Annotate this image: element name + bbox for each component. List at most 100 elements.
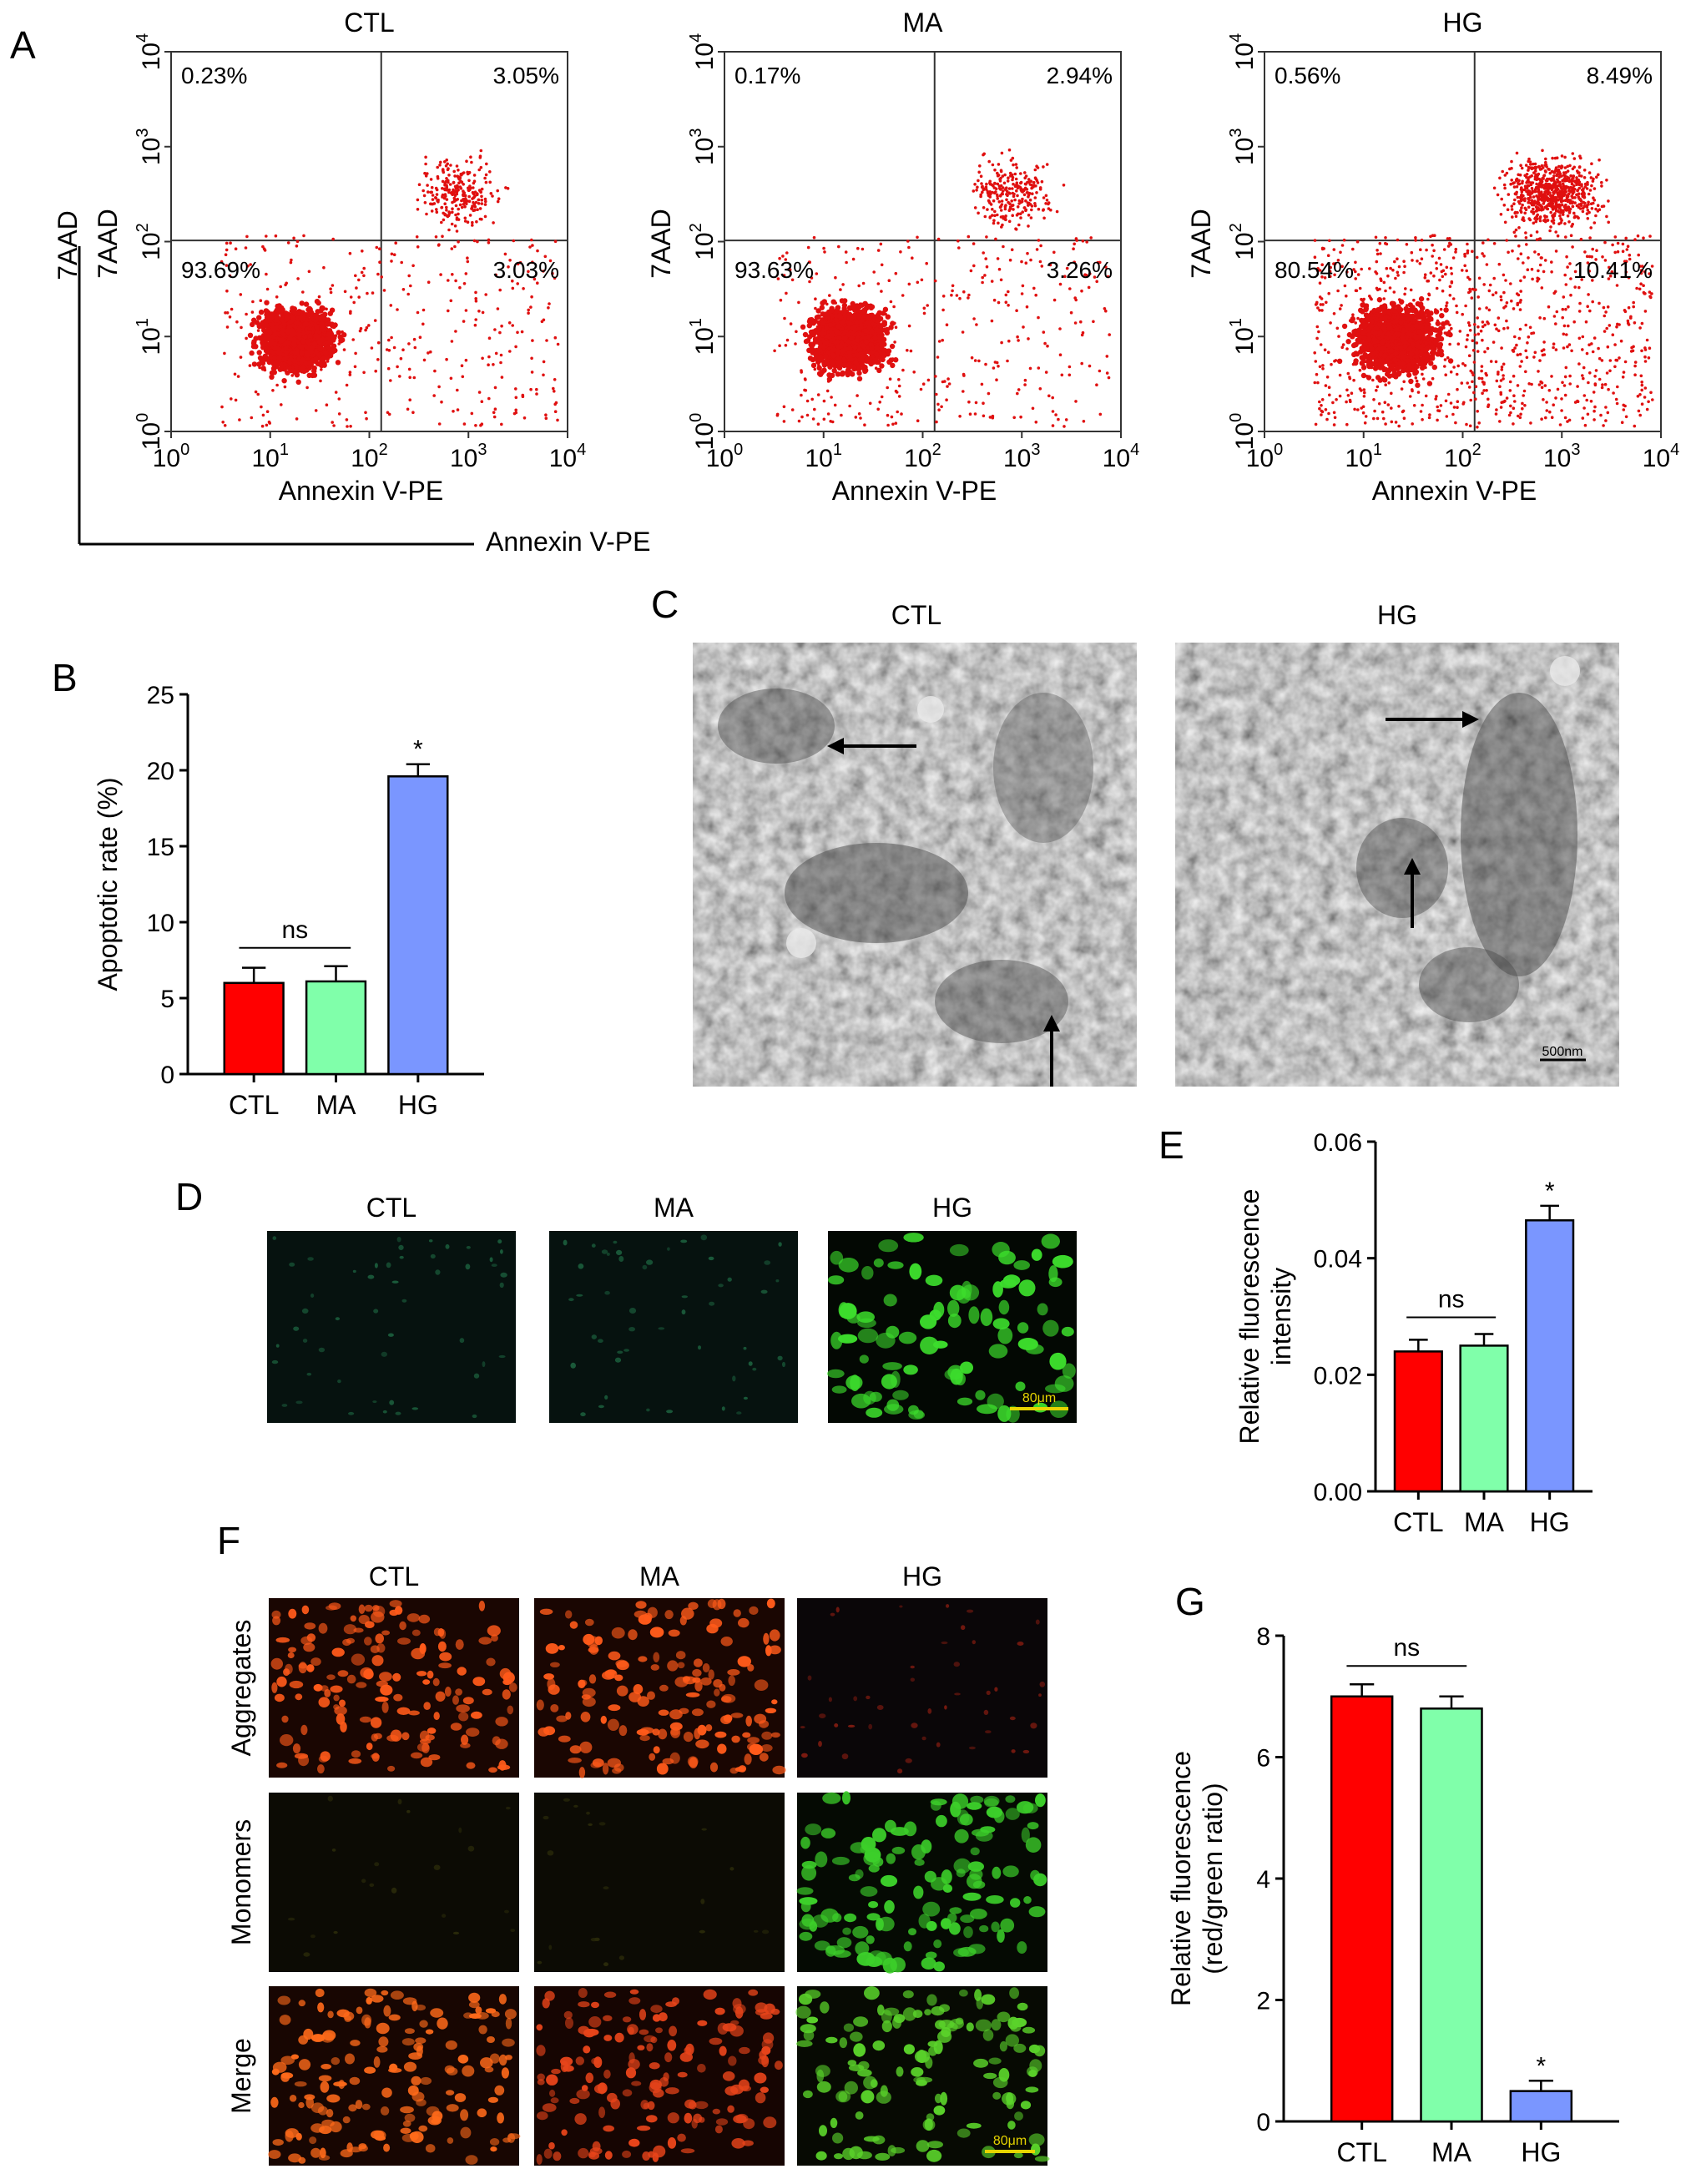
y-tick-label: 104 (687, 33, 719, 71)
flow-plot-ma: MA0.17% 2.94%93.63% 3.26%10010010110110210… (646, 8, 1139, 506)
y-tick-label: 103 (687, 129, 719, 166)
red-green-ratio-chart: 0 2 4 6 8 CTL MA HG ns * Relative fluorescence (red… (1166, 1623, 1619, 2167)
em-title-hg: HG (1377, 600, 1417, 630)
ros-image-ma (549, 1231, 798, 1423)
flow-x-axis-label: Annexin V-PE (1372, 476, 1537, 506)
y-tick-label: 104 (134, 33, 165, 71)
y-tick-label: 4 (1256, 1866, 1270, 1894)
outer-y-label: 7AAD (53, 210, 83, 280)
bar-hg (1525, 1219, 1575, 1493)
em-image-ctl (693, 643, 1137, 1087)
y-tick-label: 100 (1227, 413, 1259, 451)
x-tick-label-ma: MA (1464, 1507, 1505, 1537)
y-tick-label: 5 (160, 986, 174, 1013)
jc1-row-label-aggregates: Aggregates (226, 1620, 256, 1757)
y-tick-label: 102 (687, 223, 719, 260)
jc1-image-monomers-ma (534, 1793, 785, 1972)
jc1-image-aggregates-hg (797, 1598, 1047, 1778)
x-tick-label: 101 (252, 441, 290, 472)
quadrant-lower-left: 93.63% (734, 257, 814, 283)
y-axis-label: Apoptotic rate (%) (93, 777, 123, 991)
y-tick-label: 101 (134, 318, 165, 356)
quadrant-lower-left: 80.54% (1275, 257, 1354, 283)
bar-ma (1420, 1707, 1483, 2123)
em-title-ctl: CTL (891, 600, 941, 630)
x-tick-label: 103 (1003, 441, 1041, 472)
quadrant-upper-right: 2.94% (1047, 63, 1113, 88)
x-tick-label-ctl: CTL (229, 1090, 279, 1120)
ros-image-ctl (267, 1231, 516, 1423)
bar-ctl (223, 981, 285, 1076)
y-tick-label: 102 (134, 223, 165, 260)
jc1-image-aggregates-ma (534, 1598, 786, 1778)
em-image-hg: 500nm (1175, 643, 1619, 1087)
quadrant-upper-left: 0.23% (181, 63, 247, 88)
flow-plot-frame (1264, 51, 1662, 432)
ros-scale-label: 80μm (1022, 1391, 1056, 1405)
bar-hg (387, 775, 449, 1076)
ns-label: ns (1393, 1634, 1420, 1662)
y-tick-label: 0.06 (1314, 1129, 1362, 1157)
x-tick-label: 104 (1643, 441, 1680, 472)
panel-letter-g: G (1175, 1580, 1205, 1623)
x-tick-label-hg: HG (1530, 1507, 1570, 1537)
flow-plot-hg: HG0.56% 8.49%80.54% 10.41%1001001011011021… (1186, 8, 1679, 506)
bar-ctl (1330, 1695, 1394, 2123)
outer-x-label: Annexin V-PE (486, 527, 650, 557)
y-tick-label: 100 (134, 413, 165, 451)
x-tick-label: 101 (1345, 441, 1383, 472)
y-tick-label: 102 (1227, 223, 1259, 260)
jc1-image-merge-ma (534, 1986, 785, 2166)
outer-axes-panel-a: 7AAD Annexin V-PE (53, 210, 650, 557)
x-tick-label: 104 (549, 441, 587, 472)
jc1-image-monomers-ctl (269, 1793, 519, 1972)
y-tick-label: 100 (687, 413, 719, 451)
jc1-image-merge-hg (795, 1986, 1050, 2166)
y-tick-label: 2 (1256, 1988, 1270, 2015)
quadrant-lower-right: 3.03% (493, 257, 559, 283)
relative-fluorescence-intensity-chart: 0.00 0.02 0.04 0.06 CTL MA HG ns * Relative fluor… (1234, 1129, 1593, 1537)
quadrant-lower-right: 10.41% (1573, 257, 1653, 283)
y-tick-label: 103 (1227, 129, 1259, 166)
jc1-image-aggregates-ctl (269, 1598, 519, 1778)
ns-label: ns (281, 916, 308, 944)
x-tick-label-ctl: CTL (1393, 1507, 1443, 1537)
y-axis-label-line-2: intensity (1266, 1268, 1296, 1365)
y-tick-label: 8 (1256, 1623, 1270, 1651)
panel-letter-e: E (1158, 1123, 1184, 1167)
y-tick-label: 101 (1227, 318, 1259, 356)
x-tick-label: 102 (904, 441, 941, 472)
ros-image-title-ctl: CTL (366, 1193, 416, 1223)
y-tick-label: 101 (687, 318, 719, 356)
y-tick-label: 0.04 (1314, 1246, 1362, 1274)
x-tick-label: 102 (351, 441, 388, 472)
bar-ctl (1393, 1350, 1443, 1493)
jc1-row-label-monomers: Monomers (226, 1819, 256, 1945)
y-axis-label-line-1: Relative fluorescence (1166, 1751, 1196, 2006)
significance-star: * (413, 736, 423, 764)
flow-x-axis-label: Annexin V-PE (832, 476, 997, 506)
x-tick-label-ma: MA (316, 1090, 357, 1120)
bar-ma (305, 980, 367, 1076)
quadrant-upper-left: 0.17% (734, 63, 800, 88)
jc1-image-merge-ctl (268, 1986, 521, 2166)
y-tick-label: 0.02 (1314, 1362, 1362, 1390)
panel-letter-f: F (217, 1519, 240, 1562)
y-tick-label: 20 (147, 758, 174, 785)
flow-events (773, 148, 1111, 428)
apoptotic-rate-chart: 0 5 10 15 20 25 CTL MA HG ns * Apoptotic rate (%) (93, 682, 484, 1120)
panel-letter-c: C (651, 583, 679, 626)
y-tick-label: 104 (1227, 33, 1259, 71)
ros-image-hg (826, 1231, 1077, 1423)
flow-x-axis-label: Annexin V-PE (279, 476, 443, 506)
y-tick-label: 0 (1256, 2109, 1270, 2136)
y-tick-label: 6 (1256, 1745, 1270, 1773)
y-tick-label: 103 (134, 129, 165, 166)
flow-events (1313, 149, 1654, 429)
x-tick-label: 104 (1103, 441, 1140, 472)
jc1-image-monomers-hg (796, 1791, 1047, 1974)
bar-hg (1509, 2090, 1573, 2123)
bar-ma (1459, 1344, 1509, 1493)
jc1-scale-label: 80μm (993, 2134, 1027, 2148)
panel-letter-b: B (52, 656, 78, 699)
